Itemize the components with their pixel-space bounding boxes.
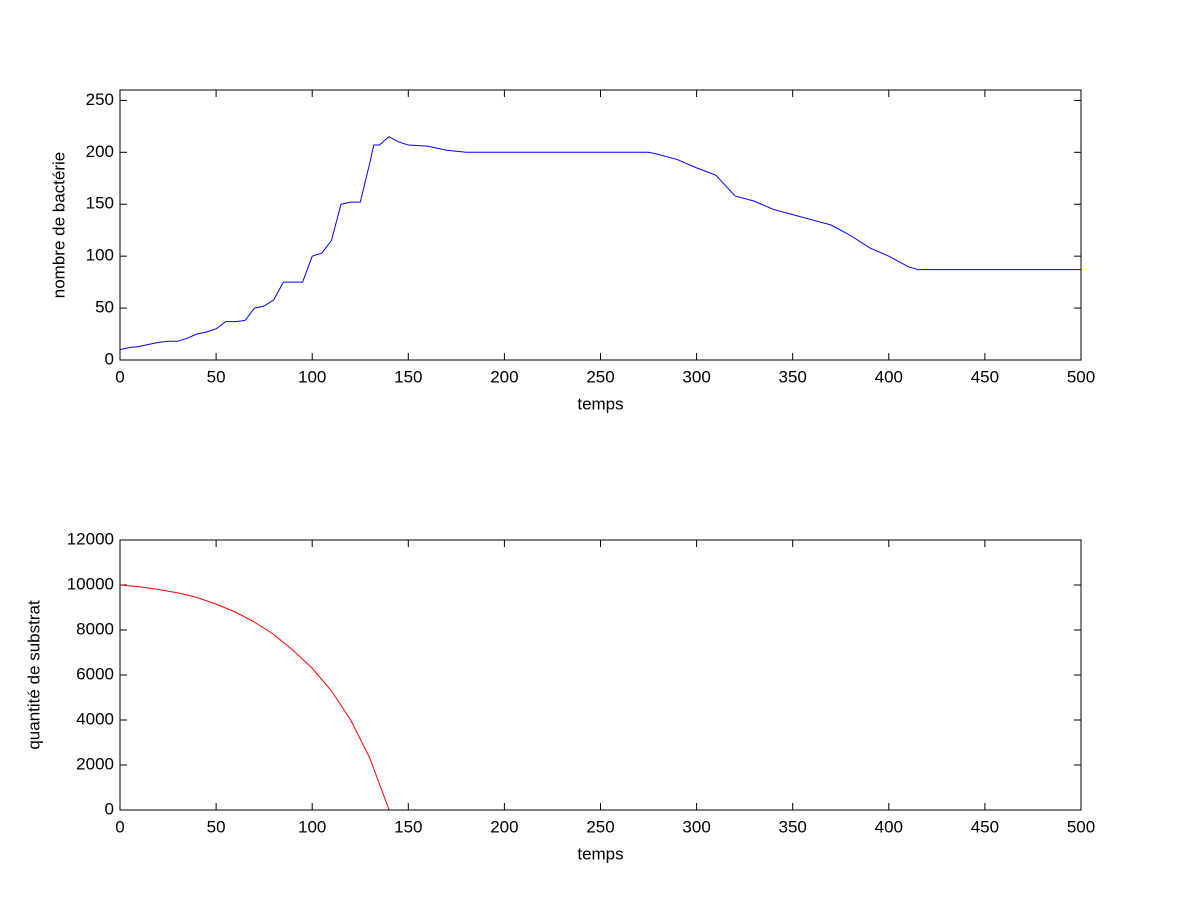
y-tick-label: 0 bbox=[105, 349, 114, 368]
x-tick-label: 300 bbox=[682, 367, 710, 386]
x-tick-label: 350 bbox=[779, 817, 807, 836]
x-tick-label: 50 bbox=[207, 817, 226, 836]
x-tick-label: 150 bbox=[394, 817, 422, 836]
y-tick-label: 50 bbox=[95, 298, 114, 317]
x-tick-label: 450 bbox=[971, 367, 999, 386]
y-tick-label: 150 bbox=[86, 194, 114, 213]
x-axis-label: temps bbox=[577, 844, 623, 863]
x-tick-label: 0 bbox=[115, 367, 124, 386]
y-tick-label: 0 bbox=[105, 799, 114, 818]
y-tick-label: 250 bbox=[86, 90, 114, 109]
x-tick-label: 0 bbox=[115, 817, 124, 836]
y-tick-label: 8000 bbox=[76, 619, 114, 638]
x-axis-label: temps bbox=[577, 394, 623, 413]
y-tick-label: 2000 bbox=[76, 754, 114, 773]
x-tick-label: 300 bbox=[682, 817, 710, 836]
x-tick-label: 100 bbox=[298, 367, 326, 386]
axes-box bbox=[119, 539, 1082, 811]
x-tick-label: 250 bbox=[586, 817, 614, 836]
x-tick-label: 450 bbox=[971, 817, 999, 836]
x-tick-label: 500 bbox=[1067, 367, 1095, 386]
y-tick-label: 12000 bbox=[67, 529, 114, 548]
x-tick-label: 150 bbox=[394, 367, 422, 386]
x-tick-label: 200 bbox=[490, 817, 518, 836]
x-tick-label: 500 bbox=[1067, 817, 1095, 836]
x-tick-label: 400 bbox=[875, 367, 903, 386]
y-axis-label: nombre de bactérie bbox=[49, 152, 68, 298]
x-tick-label: 200 bbox=[490, 367, 518, 386]
y-tick-label: 100 bbox=[86, 246, 114, 265]
plot-area bbox=[120, 540, 1081, 810]
data-line bbox=[119, 136, 1081, 351]
y-tick-label: 10000 bbox=[67, 574, 114, 593]
x-tick-label: 350 bbox=[779, 367, 807, 386]
x-tick-label: 50 bbox=[207, 367, 226, 386]
data-line bbox=[119, 584, 390, 811]
y-axis-label: quantité de substrat bbox=[24, 600, 43, 750]
x-tick-label: 400 bbox=[875, 817, 903, 836]
y-tick-label: 200 bbox=[86, 142, 114, 161]
x-tick-label: 250 bbox=[586, 367, 614, 386]
plot-area bbox=[120, 90, 1081, 360]
axes-box bbox=[119, 89, 1082, 361]
x-tick-label: 100 bbox=[298, 817, 326, 836]
y-tick-label: 6000 bbox=[76, 664, 114, 683]
y-tick-label: 4000 bbox=[76, 709, 114, 728]
